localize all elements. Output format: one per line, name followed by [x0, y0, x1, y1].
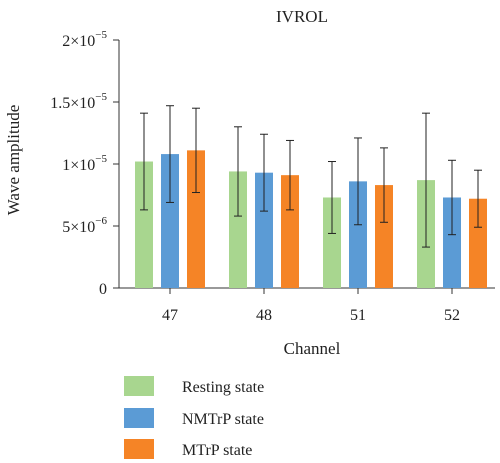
bar	[135, 161, 153, 288]
x-tick-label: 47	[162, 307, 178, 324]
bar	[323, 197, 341, 288]
legend-label: MTrP state	[182, 442, 252, 459]
legend-label: Resting state	[182, 379, 264, 396]
bar	[375, 185, 393, 288]
x-tick-label: 48	[256, 307, 272, 324]
x-tick-label: 52	[444, 307, 460, 324]
y-tick-label-exponent: −6	[95, 215, 107, 227]
legend-label: NMTrP state	[182, 411, 264, 428]
x-axis-label: Channel	[284, 339, 341, 358]
y-tick-label-base: 5×10	[62, 219, 95, 236]
error-bars	[140, 105, 482, 248]
bar	[281, 175, 299, 288]
y-tick-label: 1.5×10−5	[50, 91, 107, 112]
legend-swatch	[124, 439, 154, 459]
y-ticks: 05×10−61×10−51.5×10−52×10−5	[50, 29, 119, 298]
bar	[349, 181, 367, 288]
y-tick-label-base: 1.5×10	[50, 95, 95, 112]
y-tick-label: 5×10−6	[62, 215, 107, 236]
y-tick-label: 1×10−5	[62, 153, 107, 174]
y-tick-label-exponent: −5	[95, 153, 107, 165]
bar	[229, 171, 247, 288]
y-tick-label-exponent: −5	[95, 29, 107, 41]
x-ticks: 47 48 51 52	[162, 288, 460, 324]
y-tick-label: 2×10−5	[62, 29, 107, 50]
legend-swatch	[124, 408, 154, 428]
y-tick-label-base: 1×10	[62, 157, 95, 174]
bar	[187, 150, 205, 288]
y-tick-label: 0	[99, 281, 107, 298]
y-axis-label: Wave amplitude	[4, 105, 23, 216]
legend: Resting state NMTrP state MTrP state	[124, 376, 264, 459]
bar	[469, 198, 487, 288]
x-tick-label: 51	[350, 307, 366, 324]
legend-swatch	[124, 376, 154, 396]
bar	[161, 154, 179, 288]
bar	[255, 172, 273, 288]
y-tick-label-base: 0	[99, 281, 107, 298]
bars	[135, 150, 487, 288]
bar	[443, 197, 461, 288]
y-tick-label-base: 2×10	[62, 33, 95, 50]
chart-title: IVROL	[276, 7, 328, 26]
y-tick-label-exponent: −5	[95, 91, 107, 103]
